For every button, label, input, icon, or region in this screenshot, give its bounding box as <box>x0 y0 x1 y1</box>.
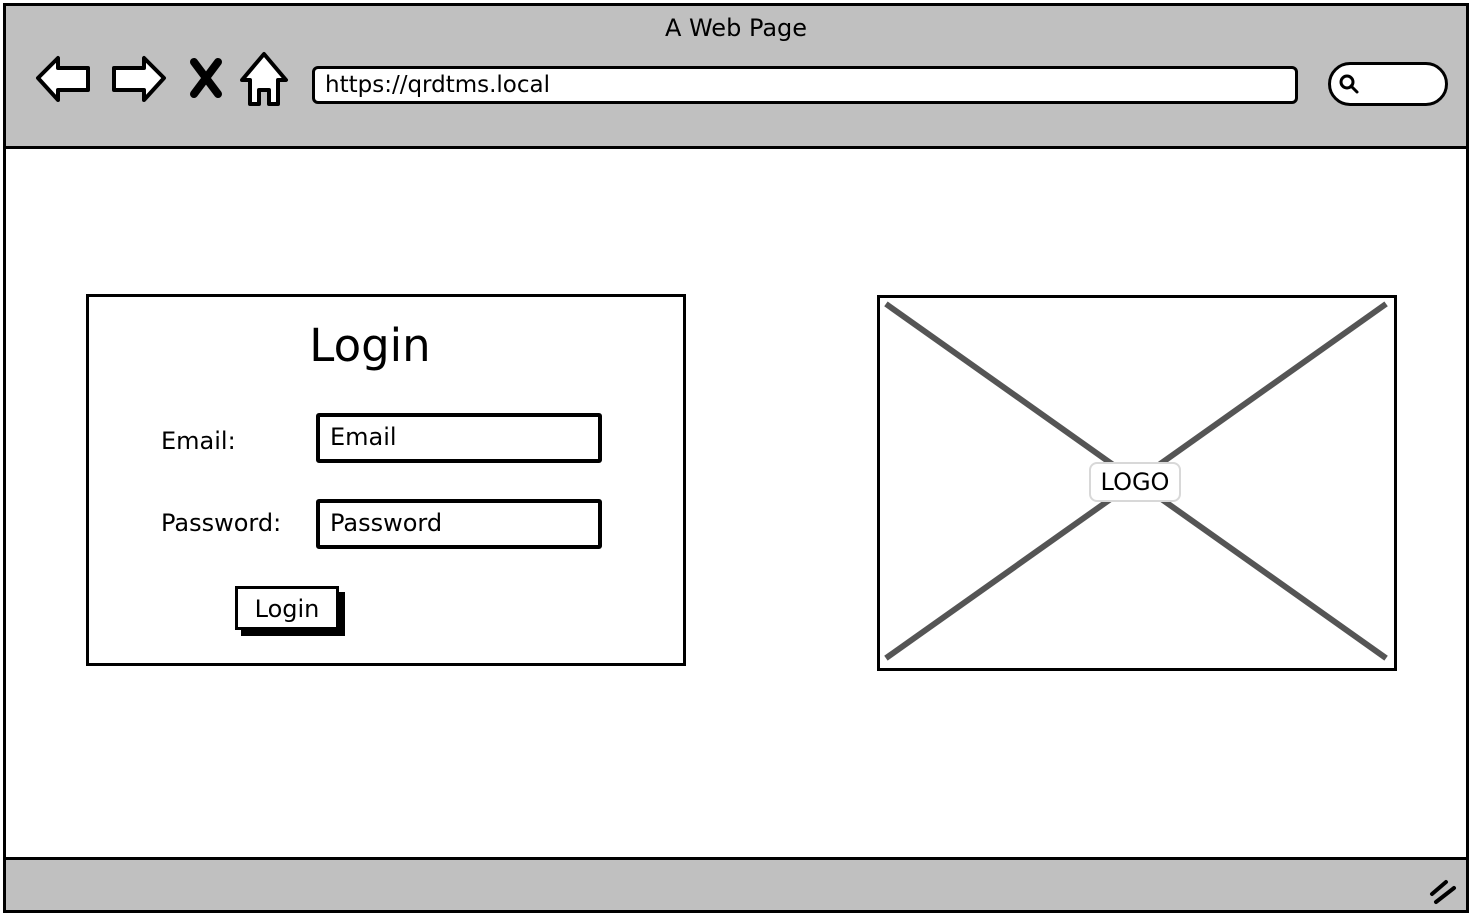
home-icon[interactable] <box>232 46 296 110</box>
login-title: Login <box>309 319 431 372</box>
back-arrow-icon[interactable] <box>32 46 96 110</box>
logo-placeholder: LOGO <box>877 295 1397 671</box>
forward-arrow-icon[interactable] <box>106 46 170 110</box>
page-content: Login Email: Email Password: Password Lo… <box>6 149 1466 863</box>
search-icon <box>1337 72 1361 96</box>
password-field[interactable]: Password <box>316 499 602 549</box>
login-button[interactable]: Login <box>235 586 339 630</box>
logo-label: LOGO <box>1089 462 1181 502</box>
status-bar <box>6 857 1466 910</box>
password-label: Password: <box>161 509 282 537</box>
browser-window: A Web Page https://qrdtms.local <box>3 3 1469 913</box>
login-panel: Login Email: Email Password: Password <box>86 294 686 666</box>
resize-handle-icon[interactable] <box>1426 876 1460 906</box>
browser-search-box[interactable] <box>1328 62 1448 106</box>
window-title: A Web Page <box>664 14 808 42</box>
email-label: Email: <box>161 427 236 455</box>
address-bar[interactable]: https://qrdtms.local <box>312 66 1298 104</box>
close-icon[interactable] <box>174 46 238 110</box>
email-field[interactable]: Email <box>316 413 602 463</box>
browser-chrome: A Web Page https://qrdtms.local <box>6 6 1466 149</box>
